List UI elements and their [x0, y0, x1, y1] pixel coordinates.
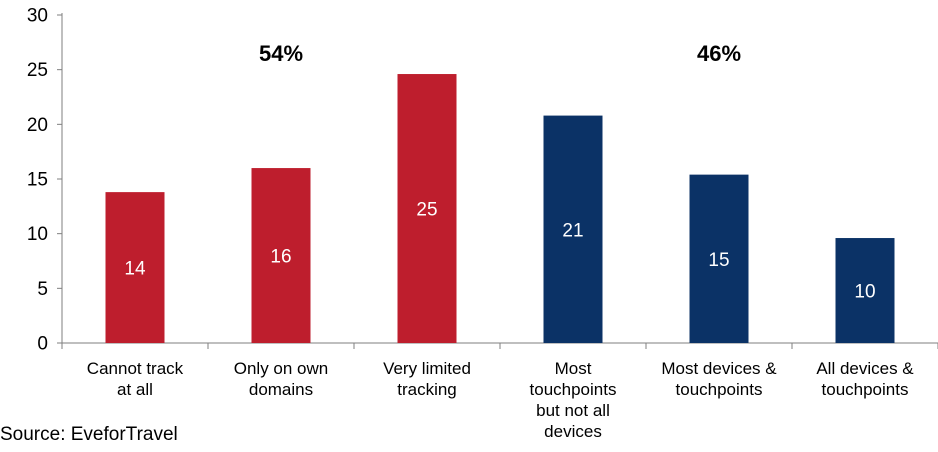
- y-tick-label: 25: [27, 60, 48, 81]
- y-tick-label: 30: [27, 6, 48, 27]
- category-label-line: at all: [117, 380, 153, 399]
- source-note: Source: EveforTravel: [0, 424, 178, 445]
- y-tick-label: 5: [37, 279, 48, 300]
- category-label-line: touchpoints: [822, 380, 909, 399]
- category-label-line: devices: [544, 422, 602, 441]
- category-label-line: Most devices &: [661, 359, 777, 378]
- bar-6: [835, 238, 895, 343]
- category-label-line: touchpoints: [530, 380, 617, 399]
- category-label: Cannot track at all: [87, 359, 184, 399]
- bar-3: [397, 74, 457, 343]
- category-label: All devices & touchpoints: [816, 359, 914, 399]
- category-label-line: Very limited: [383, 359, 471, 378]
- category-label-line: tracking: [397, 380, 457, 399]
- category-label-line: but not all: [536, 401, 610, 420]
- category-label: Most touchpoints but not all devices: [530, 359, 617, 441]
- bar-1: [105, 192, 165, 343]
- group-percentage-label: 54%: [259, 41, 303, 66]
- category-label: Very limited tracking: [383, 359, 471, 399]
- bar-data-label: 16: [270, 247, 291, 268]
- bar-data-label: 15: [708, 250, 729, 271]
- y-tick-label: 0: [37, 334, 48, 355]
- category-label-line: Only on own: [234, 359, 329, 378]
- bar-data-label: 25: [416, 200, 437, 221]
- bar-4: [543, 115, 603, 343]
- group-percentage-label: 46%: [697, 41, 741, 66]
- bar-5: [689, 174, 749, 343]
- category-label-line: touchpoints: [676, 380, 763, 399]
- category-label: Most devices & touchpoints: [661, 359, 777, 399]
- category-label: Only on own domains: [234, 359, 329, 399]
- category-label-line: Cannot track: [87, 359, 184, 378]
- bar-data-label: 10: [854, 282, 875, 303]
- bar-2: [251, 168, 311, 343]
- category-label-line: domains: [249, 380, 313, 399]
- bar-data-label: 21: [562, 220, 583, 241]
- y-tick-label: 20: [27, 115, 48, 136]
- bar-data-label: 14: [124, 259, 146, 280]
- y-tick-label: 15: [27, 170, 48, 191]
- y-tick-label: 10: [27, 224, 48, 245]
- category-label-line: All devices &: [816, 359, 914, 378]
- category-label-line: Most: [555, 359, 592, 378]
